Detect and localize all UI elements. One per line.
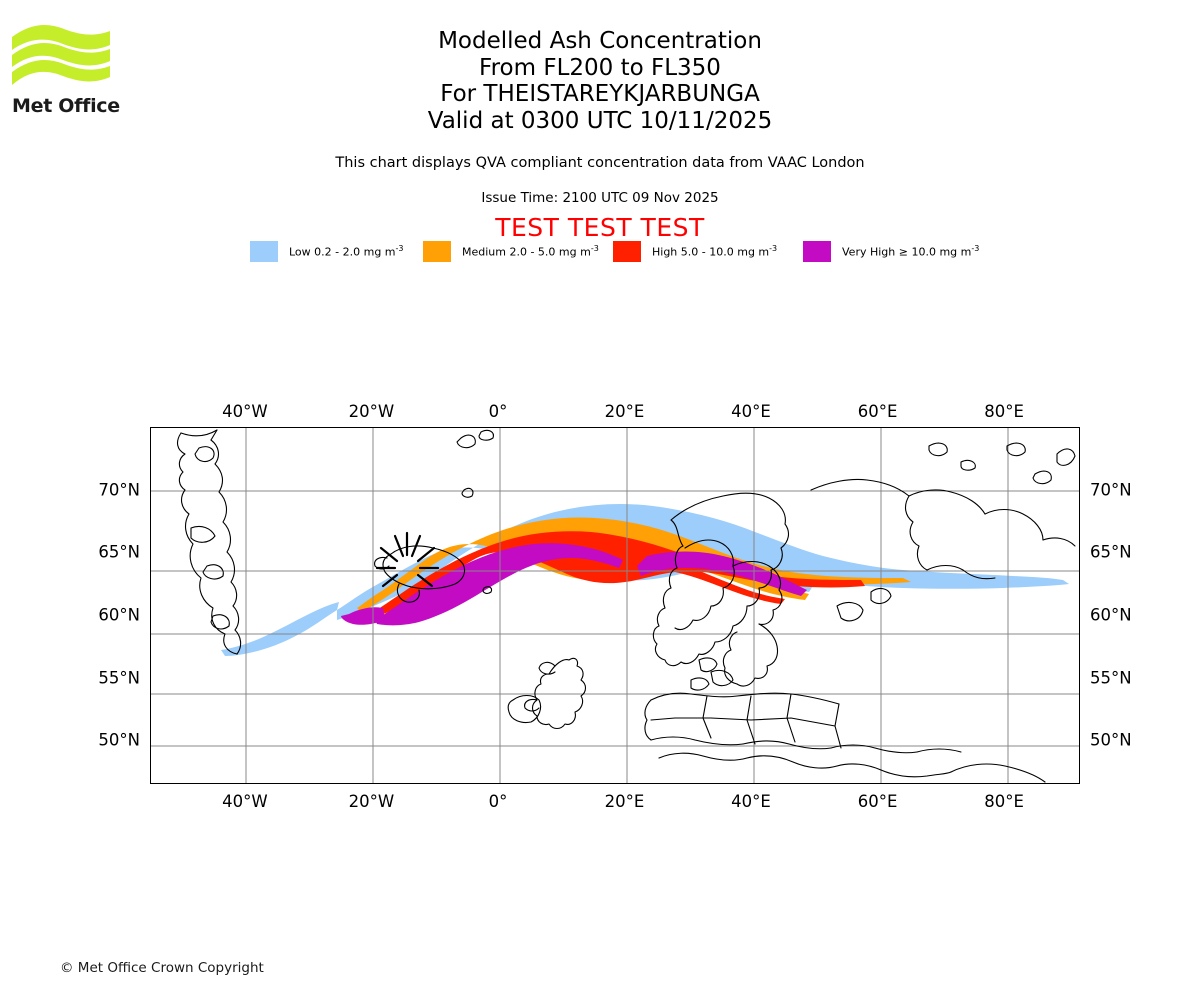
lon-tick-bottom-20°W: 20°W bbox=[348, 792, 395, 811]
issue-time: Issue Time: 2100 UTC 09 Nov 2025 bbox=[481, 190, 719, 206]
lon-tick-bottom-60°E: 60°E bbox=[857, 792, 898, 811]
map-canvas bbox=[151, 428, 1079, 783]
lon-tick-bottom-40°W: 40°W bbox=[222, 792, 268, 811]
lon-tick-bottom-20°E: 20°E bbox=[604, 792, 645, 811]
page-title: Modelled Ash Concentration bbox=[438, 28, 762, 54]
legend-item-very-high: Very High ≥ 10.0 mg m-3 bbox=[803, 240, 979, 262]
qva-note: This chart displays QVA compliant concen… bbox=[335, 155, 865, 171]
copyright-text: © Met Office Crown Copyright bbox=[60, 960, 264, 976]
lon-tick-top-20°E: 20°E bbox=[604, 402, 645, 421]
lat-tick-left-60°N: 60°N bbox=[98, 605, 140, 625]
met-office-waves-logo-icon bbox=[12, 25, 110, 85]
met-office-logo: Met Office bbox=[12, 25, 122, 117]
volcano-star-marker bbox=[375, 531, 440, 588]
plume-very-high bbox=[341, 543, 807, 626]
legend-label-very-high: Very High ≥ 10.0 mg m-3 bbox=[842, 243, 980, 259]
lat-tick-right-55°N: 55°N bbox=[1090, 668, 1132, 688]
lon-tick-top-20°W: 20°W bbox=[348, 402, 395, 421]
lat-tick-right-60°N: 60°N bbox=[1090, 605, 1132, 625]
lat-tick-left-50°N: 50°N bbox=[98, 730, 140, 750]
chart-header: Modelled Ash Concentration From FL200 to… bbox=[0, 28, 1200, 134]
legend-item-low: Low 0.2 - 2.0 mg m-3 bbox=[250, 240, 404, 262]
graticule bbox=[151, 428, 1079, 783]
lon-tick-top-80°E: 80°E bbox=[984, 402, 1024, 421]
test-banner: TEST TEST TEST bbox=[495, 213, 705, 242]
map-frame bbox=[150, 427, 1080, 784]
lon-tick-bottom-80°E: 80°E bbox=[984, 792, 1024, 811]
lon-tick-top-40°W: 40°W bbox=[222, 402, 268, 421]
lat-tick-right-50°N: 50°N bbox=[1090, 730, 1132, 750]
legend-swatch-medium bbox=[423, 240, 451, 262]
legend-swatch-low bbox=[250, 240, 278, 262]
lon-tick-bottom-0°: 0° bbox=[488, 792, 508, 811]
met-office-wordmark: Met Office bbox=[12, 95, 120, 117]
lon-tick-top-40°E: 40°E bbox=[731, 402, 771, 421]
legend-item-medium: Medium 2.0 - 5.0 mg m-3 bbox=[423, 240, 599, 262]
lat-tick-right-70°N: 70°N bbox=[1090, 480, 1132, 500]
coastlines bbox=[176, 429, 1076, 783]
ash-concentration-map: 40°W 40°W 20°W 20°W 0° 0° 20°E 20°E 40°E 40°E 60°E… bbox=[98, 402, 1131, 811]
legend-swatch-high bbox=[613, 240, 641, 262]
lon-tick-bottom-40°E: 40°E bbox=[731, 792, 771, 811]
lat-tick-right-65°N: 65°N bbox=[1090, 542, 1132, 562]
lon-tick-top-0°: 0° bbox=[488, 402, 508, 421]
legend-label-low: Low 0.2 - 2.0 mg m-3 bbox=[289, 243, 404, 259]
lat-tick-left-65°N: 65°N bbox=[98, 542, 140, 562]
legend-label-medium: Medium 2.0 - 5.0 mg m-3 bbox=[462, 243, 599, 259]
lat-tick-left-55°N: 55°N bbox=[98, 668, 140, 688]
concentration-legend: Low 0.2 - 2.0 mg m-3 Medium 2.0 - 5.0 mg … bbox=[250, 240, 1010, 262]
legend-swatch-very-high bbox=[803, 240, 831, 262]
legend-item-high: High 5.0 - 10.0 mg m-3 bbox=[613, 240, 777, 262]
valid-time-line: Valid at 0300 UTC 10/11/2025 bbox=[427, 107, 773, 134]
volcano-name-line: For THEISTAREYKJARBUNGA bbox=[440, 81, 760, 107]
legend-label-high: High 5.0 - 10.0 mg m-3 bbox=[652, 243, 778, 259]
lat-tick-left-70°N: 70°N bbox=[98, 480, 140, 500]
lon-tick-top-60°E: 60°E bbox=[857, 402, 898, 421]
flight-level-line: From FL200 to FL350 bbox=[479, 54, 721, 81]
